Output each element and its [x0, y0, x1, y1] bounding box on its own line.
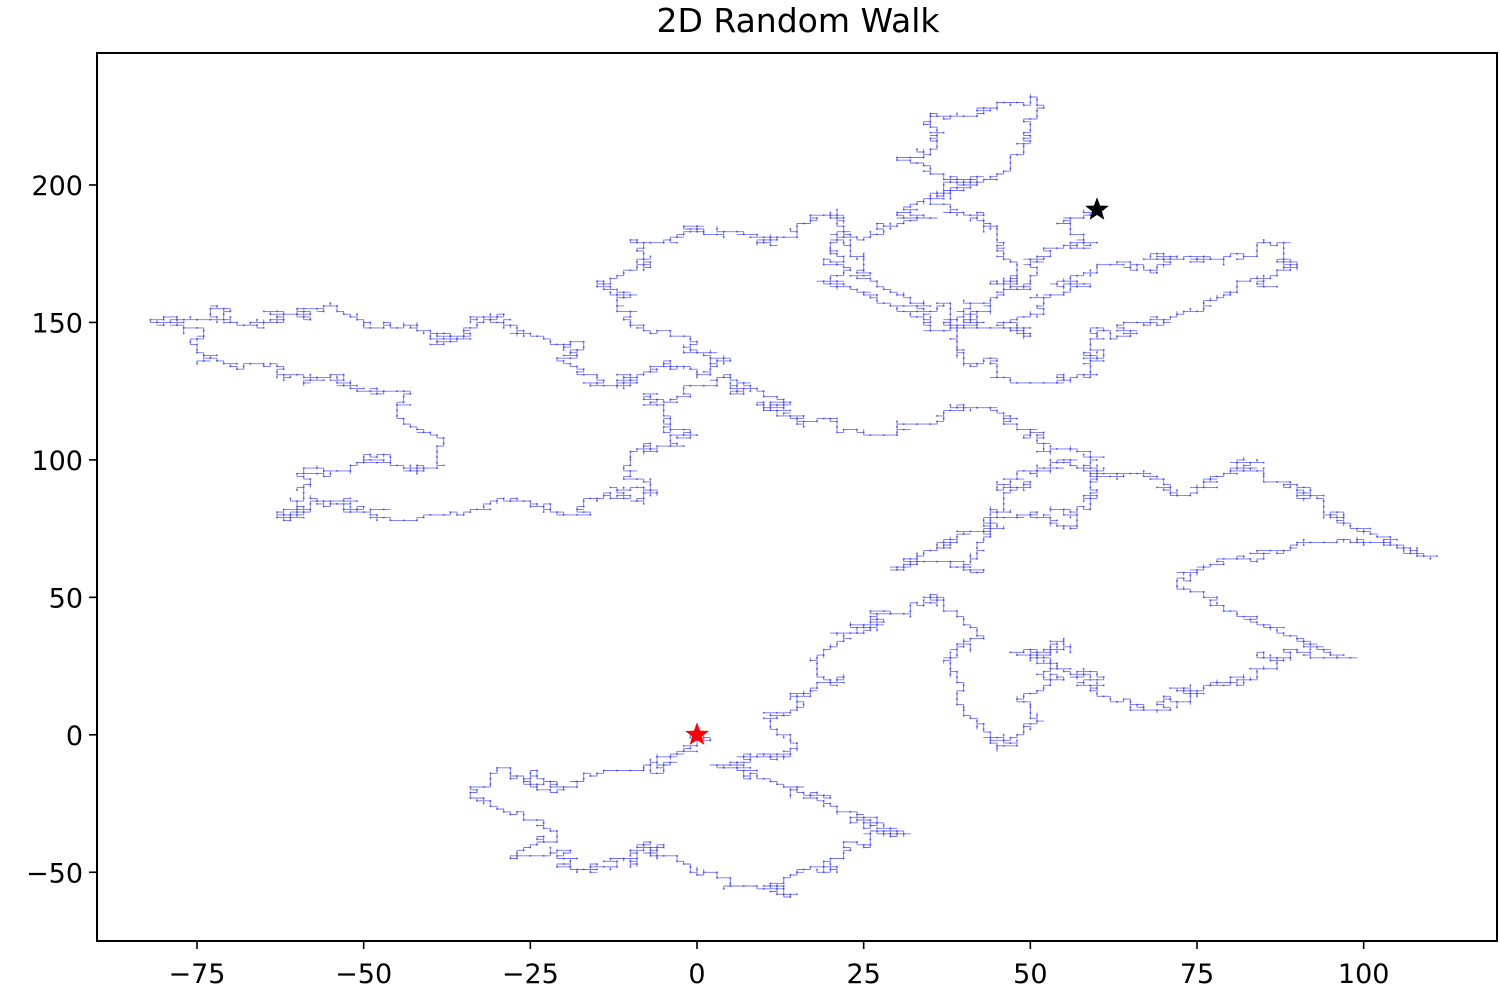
x-tick-label: −25 — [502, 959, 559, 990]
x-tick-label: 100 — [1338, 959, 1390, 990]
x-tick-label: 25 — [846, 959, 880, 990]
y-tick-label: 0 — [66, 721, 83, 752]
x-tick-label: 50 — [1013, 959, 1047, 990]
x-tick-label: 0 — [688, 959, 705, 990]
y-tick-label: 50 — [49, 583, 83, 614]
x-axis: −75 −50 −25 0 25 50 75 100 — [169, 941, 1390, 990]
y-tick-label: 150 — [31, 308, 83, 339]
walk-path-group — [149, 93, 1438, 898]
walk-series-line — [149, 93, 1438, 898]
chart-title: 2D Random Walk — [656, 1, 940, 40]
start-star-marker — [685, 722, 709, 745]
y-axis: −50 0 50 100 150 200 — [26, 171, 97, 889]
axes-frame — [96, 52, 1498, 942]
x-tick-label: −75 — [169, 959, 226, 990]
y-tick-label: −50 — [26, 858, 83, 889]
y-tick-label: 200 — [31, 171, 83, 202]
x-tick-label: 75 — [1180, 959, 1214, 990]
marker-group — [685, 197, 1109, 745]
x-tick-label: −50 — [335, 959, 392, 990]
y-tick-label: 100 — [31, 446, 83, 477]
end-star-marker — [1085, 197, 1109, 220]
